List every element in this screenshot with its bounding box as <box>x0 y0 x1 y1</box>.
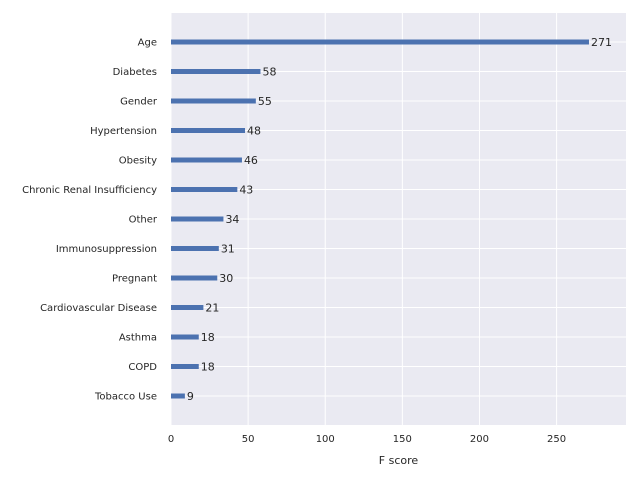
y-tick-labels: Age Diabetes Gender Hypertension Obesity Chro… <box>22 38 158 403</box>
bar <box>171 246 219 251</box>
bar <box>171 364 199 369</box>
y-tick-label: Chronic Renal Insufficiency <box>22 185 157 196</box>
x-tick-label: 250 <box>547 434 566 445</box>
bar <box>171 69 261 74</box>
value-label: 21 <box>205 302 219 315</box>
value-label: 43 <box>239 184 253 197</box>
value-label: 18 <box>201 331 215 344</box>
y-tick-label: Hypertension <box>90 126 157 137</box>
value-labels: 271 58 55 48 46 43 34 31 30 21 18 18 9 <box>187 36 612 403</box>
x-tick-label: 0 <box>168 434 174 445</box>
x-tick-label: 50 <box>242 434 255 445</box>
y-tick-label: Diabetes <box>113 67 157 78</box>
y-tick-label: Pregnant <box>112 274 157 285</box>
bar <box>171 157 242 163</box>
y-tick-label: Asthma <box>119 333 157 344</box>
value-label: 48 <box>247 125 261 138</box>
value-label: 9 <box>187 390 194 403</box>
y-tick-label: Immunosuppression <box>56 244 157 255</box>
y-tick-label: Obesity <box>119 156 157 167</box>
x-tick-label: 100 <box>316 434 335 445</box>
y-tick-label: Other <box>129 215 158 226</box>
value-label: 30 <box>219 272 233 285</box>
value-label: 34 <box>225 213 239 226</box>
bar <box>171 305 204 310</box>
bar <box>171 275 218 281</box>
x-tick-labels: 0 50 100 150 200 250 <box>168 434 566 445</box>
bar <box>171 39 589 45</box>
bars <box>171 39 589 399</box>
value-label: 18 <box>201 361 215 374</box>
bar <box>171 393 185 399</box>
bar <box>171 128 246 133</box>
value-label: 55 <box>258 95 272 108</box>
x-tick-label: 150 <box>393 434 412 445</box>
y-tick-label: Gender <box>120 97 158 108</box>
value-label: 58 <box>262 66 276 79</box>
bar <box>171 187 238 192</box>
bar <box>171 334 199 340</box>
y-tick-label: Cardiovascular Disease <box>40 303 157 314</box>
x-axis-title: F score <box>379 454 419 467</box>
value-label: 271 <box>591 36 612 49</box>
value-label: 46 <box>244 154 258 167</box>
bar <box>171 98 256 104</box>
y-tick-label: COPD <box>128 362 157 373</box>
y-tick-label: Tobacco Use <box>94 392 157 403</box>
value-label: 31 <box>221 243 235 256</box>
y-tick-label: Age <box>138 38 157 49</box>
x-tick-label: 200 <box>470 434 489 445</box>
bar <box>171 216 224 222</box>
